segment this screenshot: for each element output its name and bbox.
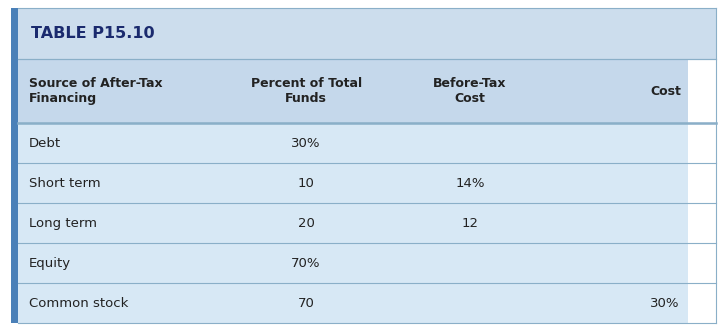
Bar (388, 163, 552, 203)
Bar (388, 123, 552, 163)
Bar (224, 123, 388, 163)
Bar (11, 8, 18, 323)
Text: 10: 10 (297, 176, 315, 190)
Text: 14%: 14% (455, 176, 485, 190)
Bar (388, 283, 552, 323)
Bar (552, 243, 688, 283)
Text: Equity: Equity (29, 256, 71, 270)
Bar (18, 123, 224, 163)
Bar (18, 283, 224, 323)
Text: 20: 20 (297, 216, 315, 230)
Text: Short term: Short term (29, 176, 101, 190)
Text: 30%: 30% (650, 297, 680, 310)
Bar (552, 283, 688, 323)
Text: Source of After-Tax
Financing: Source of After-Tax Financing (29, 77, 163, 105)
Bar (224, 59, 388, 123)
Text: Before-Tax
Cost: Before-Tax Cost (433, 77, 507, 105)
Bar (18, 59, 224, 123)
Text: Long term: Long term (29, 216, 97, 230)
Text: Percent of Total
Funds: Percent of Total Funds (251, 77, 361, 105)
Bar (18, 163, 224, 203)
Bar (552, 163, 688, 203)
Bar (388, 59, 552, 123)
Text: 70%: 70% (292, 256, 321, 270)
Text: Debt: Debt (29, 136, 61, 150)
Bar (18, 243, 224, 283)
Bar (552, 123, 688, 163)
Bar (552, 59, 688, 123)
Text: 70: 70 (297, 297, 315, 310)
Bar (552, 203, 688, 243)
Bar (224, 203, 388, 243)
Text: Common stock: Common stock (29, 297, 129, 310)
Text: 12: 12 (462, 216, 478, 230)
Text: Cost: Cost (650, 85, 681, 97)
Bar (224, 283, 388, 323)
Text: 30%: 30% (292, 136, 321, 150)
Bar (18, 8, 716, 59)
Bar (224, 243, 388, 283)
Text: TABLE P15.10: TABLE P15.10 (31, 26, 155, 41)
Bar (18, 203, 224, 243)
Bar (224, 163, 388, 203)
Bar (388, 243, 552, 283)
Bar (388, 203, 552, 243)
